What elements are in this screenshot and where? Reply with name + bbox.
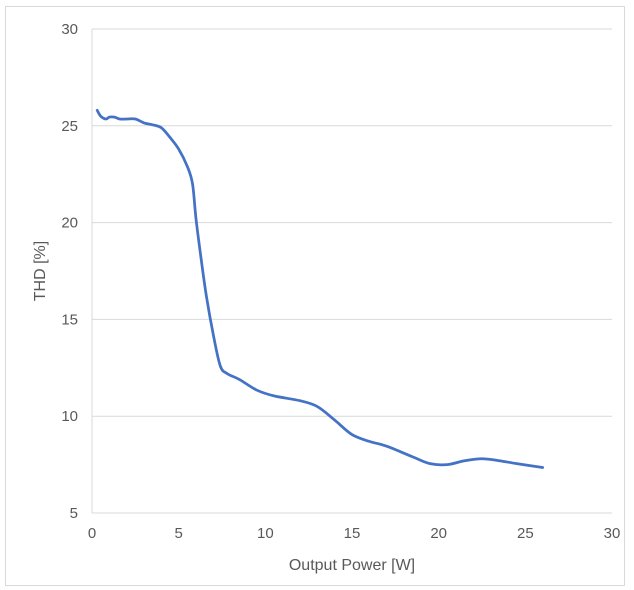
y-tick-label: 5 [70, 505, 78, 522]
y-tick-label: 10 [61, 408, 78, 425]
y-tick-label: 20 [61, 215, 78, 232]
y-tick-label: 25 [61, 118, 78, 135]
series-layer [95, 108, 545, 469]
y-tick-label: 30 [61, 21, 78, 38]
x-tick-label: 5 [174, 525, 182, 542]
x-tick-label: 25 [517, 525, 534, 542]
x-tick-label: 15 [344, 525, 361, 542]
x-tick-label: 20 [430, 525, 447, 542]
chart-border [5, 6, 625, 586]
y-axis-title: THD [%] [32, 241, 49, 301]
y-tick-label: 15 [61, 311, 78, 328]
x-tick-label: 10 [257, 525, 274, 542]
axes [91, 29, 612, 514]
x-tick-label: 0 [88, 525, 96, 542]
x-axis-title: Output Power [W] [289, 557, 415, 574]
x-tick-label: 30 [604, 525, 621, 542]
gridlines [92, 28, 612, 417]
series-line-0 [95, 108, 545, 469]
